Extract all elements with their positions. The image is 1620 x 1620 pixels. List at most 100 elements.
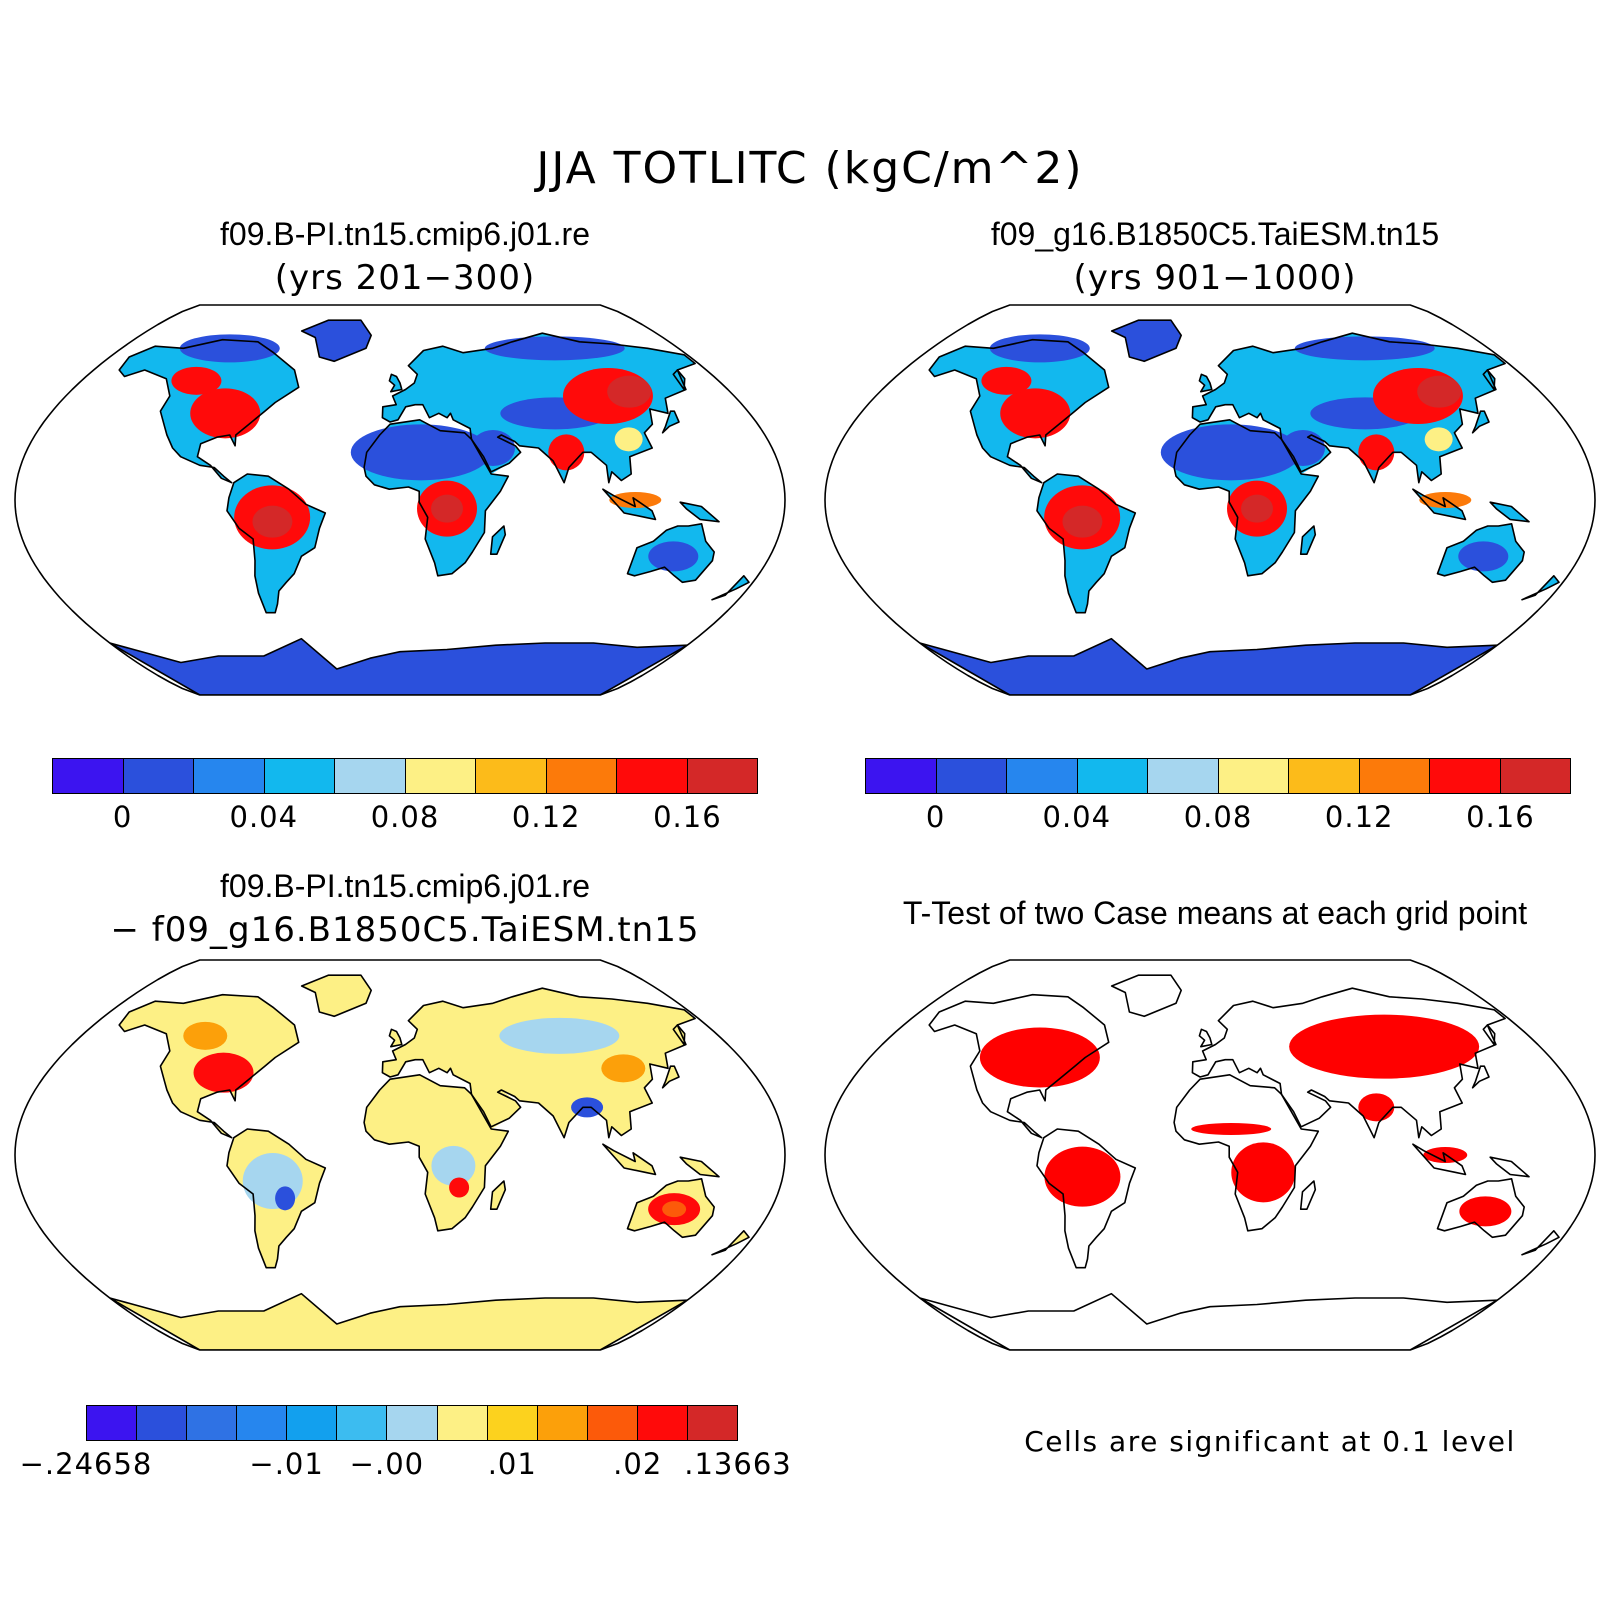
panel-2-title: f09_g16.B1850C5.TaiESM.tn15 [990, 216, 1440, 252]
coastline-eurasia [381, 332, 696, 484]
coastline-uk [1198, 373, 1213, 393]
colorbar-swatch [587, 1406, 638, 1440]
china-yellow [1424, 427, 1453, 452]
colorbar-swatch [487, 1406, 538, 1440]
panel-4-title: T-Test of two Case means at each grid po… [902, 895, 1528, 931]
na-west-high [981, 366, 1032, 395]
coastline-northAmerica [928, 993, 1110, 1139]
coastline-japan [1471, 1065, 1490, 1089]
landmass-africa [364, 1074, 509, 1231]
coastline-eurasia [381, 987, 696, 1139]
landmass-japan [662, 1066, 679, 1088]
sig-sahel [1191, 1123, 1272, 1135]
coastline-newzealand [1521, 1230, 1560, 1256]
coastline-indonesia [602, 1143, 657, 1176]
coastline-indonesia [1412, 1143, 1467, 1176]
panel-3-title: f09.B-PI.tn15.cmip6.j01.re [220, 868, 590, 904]
panel-2-subtitle: (yrs 901−1000) [1073, 258, 1357, 298]
colorbar-swatch [687, 1406, 738, 1440]
colorbar-swatch [1007, 759, 1078, 793]
colorbar-swatch [537, 1406, 588, 1440]
coastline-greenland [300, 319, 372, 363]
colorbar-swatch [53, 759, 124, 793]
colorbar-tick-label: −.00 [349, 1447, 425, 1481]
map-case2 [820, 300, 1620, 724]
colorbar-tick-label: 0.16 [653, 800, 722, 834]
coastline-japan [1471, 410, 1490, 434]
sahara-low [350, 424, 491, 481]
colorbar-swatch [237, 1406, 288, 1440]
colorbar-swatch [337, 1406, 388, 1440]
landmass-arabia_fill [470, 1083, 521, 1129]
coastline-greenland [1110, 319, 1182, 363]
sig-sa [1044, 1146, 1121, 1207]
colorbar-tick-label: −.24658 [19, 1447, 153, 1481]
coastline-greenland [1110, 974, 1182, 1018]
coastline-japan [661, 1065, 680, 1089]
na-orange [183, 1021, 228, 1050]
coastline-africa [363, 1074, 510, 1232]
congo-top [1241, 494, 1274, 523]
arctic-na-low [179, 334, 280, 363]
colorbar-case1-ticks: 0 0.04 0.08 0.12 0.16 [52, 800, 758, 840]
siberia-top [1417, 375, 1462, 408]
colorbar-swatch [194, 759, 265, 793]
coastline-antarctica [919, 637, 1499, 695]
coastline-kamchatka [1482, 1024, 1496, 1046]
colorbar-swatch [387, 1406, 438, 1440]
colorbar-swatch [437, 1406, 488, 1440]
coastline-indonesia [602, 488, 657, 521]
coastline-japan [661, 410, 680, 434]
landmass-antarctica [109, 638, 688, 695]
figure-title: JJA TOTLITC (kgC/m^2) [536, 143, 1084, 194]
amazon-top [1062, 505, 1103, 538]
sig-australia [1459, 1196, 1512, 1227]
map-field [825, 960, 1595, 1350]
colorbar-tick-label: 0.12 [1324, 800, 1394, 834]
map-frame [824, 959, 1596, 1351]
landmass-uk [389, 1029, 402, 1047]
landmass-newzealand [1522, 575, 1559, 600]
map-difference [10, 955, 810, 1379]
colorbar-tick-label: 0.04 [229, 800, 299, 834]
coastline-uk [1198, 1028, 1213, 1048]
arctic-asia-low [1294, 336, 1435, 361]
arctic-asia-low [484, 336, 625, 361]
coastline-southAmerica [1036, 473, 1137, 614]
colorbar-tick-label: 0.08 [1183, 800, 1253, 834]
coastline-australia [1436, 523, 1525, 584]
colorbar-swatch [617, 759, 688, 793]
coastline-southAmerica [226, 1128, 327, 1269]
colorbar-swatch [637, 1406, 688, 1440]
na-west-high [171, 366, 222, 395]
colorbar-swatch [123, 759, 194, 793]
landmass-eurasia [382, 988, 696, 1138]
colorbar-swatch [476, 759, 547, 793]
coastline-africa [1173, 1074, 1320, 1232]
coastline-madagascar [1299, 525, 1317, 555]
map-frame [14, 304, 786, 696]
landmass-kamchatka [673, 1025, 685, 1045]
landmass-uk [389, 374, 402, 392]
coastline-northAmerica [118, 338, 300, 484]
coastline-antarctica [919, 1292, 1499, 1350]
coastline-greenland [300, 974, 372, 1018]
coastline-northAmerica [118, 993, 300, 1139]
sig-india [1358, 1093, 1395, 1122]
landmass-madagascar [1300, 1181, 1316, 1210]
landmass-uk [1199, 1029, 1212, 1047]
coastline-newzealand [711, 575, 750, 601]
landmass-newguinea [1490, 502, 1529, 522]
colorbar-tick-label: 0.08 [370, 800, 440, 834]
landmass-japan [1472, 1066, 1489, 1088]
coastline-newguinea [679, 1156, 720, 1178]
sa-dark-blue [275, 1186, 296, 1211]
colorbar-swatch [1148, 759, 1219, 793]
colorbar-tick-label: 0 [925, 800, 946, 834]
coastline-kamchatka [1482, 369, 1496, 391]
coastline-indonesia [1412, 488, 1467, 521]
coastline-madagascar [489, 525, 507, 555]
india-high [1358, 434, 1395, 471]
colorbar-swatch [405, 759, 476, 793]
amazon-top [252, 505, 293, 538]
